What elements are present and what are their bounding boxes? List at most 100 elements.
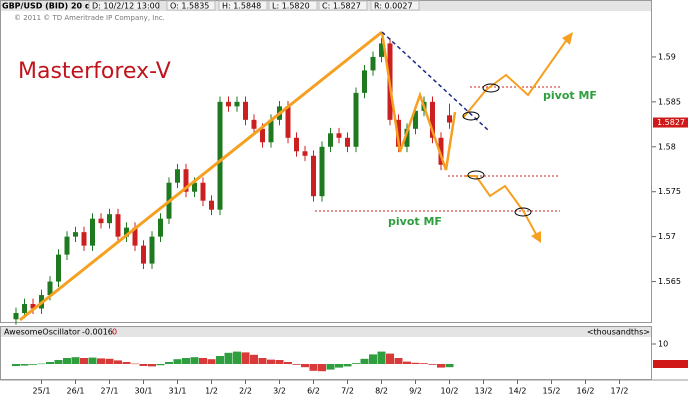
candle-body — [81, 232, 87, 246]
osc-bar — [182, 358, 190, 364]
candle-body — [209, 200, 214, 210]
x-tick-label: 31/1 — [169, 387, 187, 396]
osc-bar — [97, 358, 105, 364]
arrow-head — [562, 32, 573, 45]
candle-body — [319, 146, 325, 197]
candle-body — [302, 151, 308, 156]
header-field-box — [370, 0, 420, 11]
osc-bar — [284, 362, 292, 364]
marker — [462, 111, 480, 121]
x-tick-label: 3/2 — [273, 387, 286, 396]
y-tick-label: 1.57 — [658, 232, 676, 241]
osc-bar — [420, 363, 428, 364]
candle-body — [336, 133, 342, 138]
y-tick-label: 1.565 — [658, 277, 681, 286]
candle-body — [73, 232, 78, 237]
zigzag — [380, 31, 457, 171]
brand: Masterforex-V — [18, 59, 171, 84]
trend-line — [19, 30, 383, 322]
osc-bar — [37, 363, 46, 365]
osc-bar — [131, 363, 139, 365]
candle-body — [175, 169, 180, 183]
header-field: H: 1.5848 — [222, 2, 261, 11]
osc-bar — [386, 353, 394, 364]
header-field-box — [268, 0, 318, 11]
osc-bar — [12, 364, 20, 366]
osc-bar — [377, 351, 386, 364]
osc-bar — [88, 357, 97, 364]
x-tick-label: 7/2 — [341, 387, 354, 396]
candle-body — [217, 101, 223, 210]
price-label: 1.5827 — [657, 118, 685, 127]
candle-body — [234, 101, 240, 107]
candle-body — [311, 155, 316, 197]
candle-body — [285, 106, 291, 138]
candle-body — [47, 281, 53, 296]
osc-bar — [343, 364, 352, 367]
osc-bar — [63, 358, 71, 364]
osc-bar — [20, 364, 29, 366]
pivot-label: pivot MF — [543, 89, 597, 102]
marker — [482, 83, 500, 93]
copyright: © 2011 © TD Ameritrade IP Company, Inc. — [14, 14, 165, 22]
candle-body — [107, 214, 112, 224]
pivot-label: pivot MF — [388, 215, 442, 228]
x-tick-label: 13/2 — [475, 387, 493, 396]
osc-bar — [267, 359, 275, 364]
candle-body — [251, 119, 257, 129]
osc-bar — [156, 364, 165, 366]
x-tick-label: 16/2 — [577, 387, 595, 396]
osc-bar — [173, 359, 182, 364]
osc-bar — [207, 359, 216, 364]
candle-body — [13, 313, 19, 320]
osc-bar — [335, 364, 343, 368]
x-tick-label: 9/2 — [409, 387, 422, 396]
symbol: GBP/USD (BID) 20 d 1h — [2, 2, 105, 11]
osc-bar — [46, 362, 54, 364]
osc-bar — [258, 358, 267, 364]
osc-bar — [105, 358, 114, 364]
osc-bar — [165, 362, 173, 364]
candle-body — [124, 227, 129, 237]
osc-bar — [326, 364, 335, 370]
osc-bar — [411, 362, 420, 364]
x-tick-label: 10/2 — [441, 387, 459, 396]
header-field-box — [218, 0, 268, 11]
candle-body — [396, 119, 401, 147]
x-tick-label: 2/2 — [239, 387, 252, 396]
candle-body — [141, 245, 146, 264]
osc-bar — [369, 354, 377, 364]
osc-bar — [352, 363, 360, 364]
candle-body — [243, 101, 248, 120]
header-field: R: 0.0027 — [374, 2, 413, 11]
candle-body — [90, 218, 95, 246]
candle-body — [404, 128, 410, 147]
osc-bar — [114, 360, 122, 364]
candle-body — [294, 137, 299, 152]
osc-bar — [233, 351, 241, 364]
candle-body — [183, 169, 189, 192]
candle-body — [192, 182, 197, 192]
osc-bar — [309, 364, 318, 371]
x-tick-label: 1/2 — [205, 387, 218, 396]
x-tick-label: 17/2 — [611, 387, 629, 396]
osc-bar — [190, 357, 199, 364]
header-field-box — [318, 0, 368, 11]
osc-param: 0 — [112, 328, 117, 337]
header-field: O: 1.5835 — [170, 2, 209, 11]
osc-current: -0.0016 — [82, 328, 113, 337]
candle-body — [345, 137, 350, 147]
osc-bar — [148, 364, 156, 367]
marker — [467, 170, 485, 180]
y-tick-label: 1.575 — [658, 187, 681, 196]
arrow-head — [531, 231, 541, 243]
osc-bar — [139, 364, 148, 366]
osc-zero-marker — [653, 360, 688, 368]
osc-bar — [224, 352, 233, 364]
x-tick-label: 25/1 — [33, 387, 51, 396]
osc-header-bar — [0, 326, 652, 337]
osc-bar — [54, 360, 63, 364]
candle-body — [30, 304, 36, 309]
osc-bar — [394, 358, 403, 364]
header-field: C: 1.5827 — [322, 2, 361, 11]
